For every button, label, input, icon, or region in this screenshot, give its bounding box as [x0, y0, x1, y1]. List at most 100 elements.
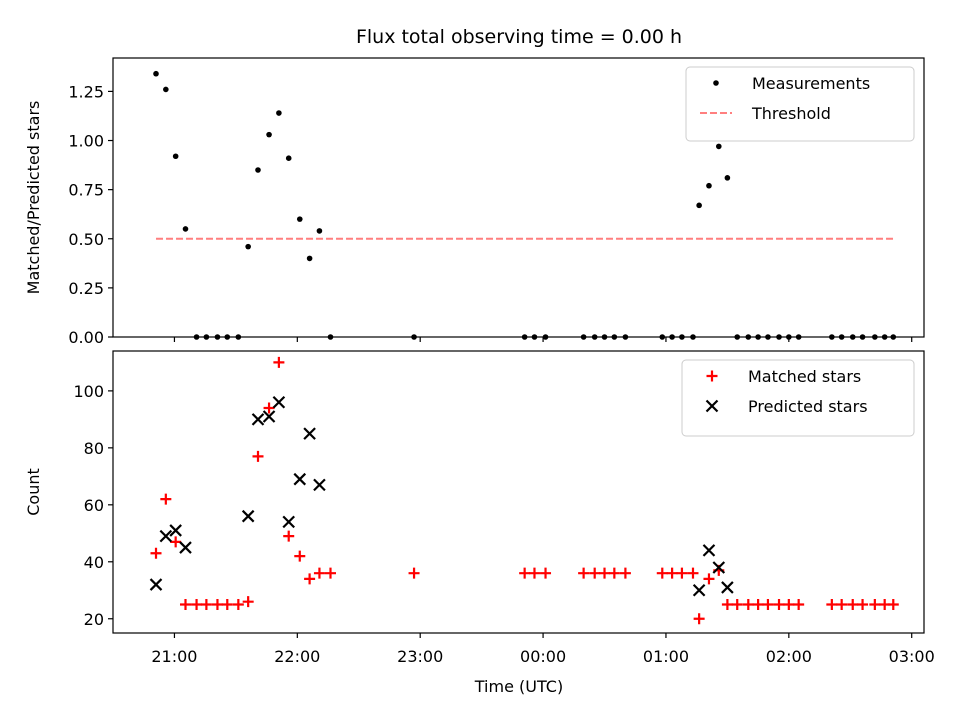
legend-box: [681, 359, 915, 437]
data-point-plus-32: [703, 573, 715, 585]
data-point-plus-45: [857, 599, 869, 611]
data-point-plus-1: [160, 493, 172, 505]
y-axis-label: Matched/Predicted stars: [24, 101, 43, 295]
legend-marker: [706, 370, 718, 382]
series-plus-1-0: [150, 356, 899, 625]
legend-label: Predicted stars: [748, 397, 868, 416]
data-point-x-3: [179, 541, 192, 554]
data-point-plus-11: [263, 402, 275, 414]
data-point-dot-15: [306, 255, 313, 262]
data-point-plus-18: [408, 567, 420, 579]
x-tick-label: 23:00: [397, 647, 443, 666]
x-tick-label: 02:00: [766, 647, 812, 666]
data-point-plus-39: [773, 599, 785, 611]
data-point-plus-0: [150, 547, 162, 559]
x-tick-label: 00:00: [520, 647, 566, 666]
data-point-plus-48: [887, 599, 899, 611]
bottom-panel: 20 40 60 80 100 Count 21:00 22:00 23:00 00:00 01:0…: [24, 350, 935, 666]
y-tick-label: 0.25: [68, 279, 104, 298]
data-point-plus-29: [676, 567, 688, 579]
data-point-plus-14: [294, 550, 306, 562]
data-point-dot-9: [245, 243, 251, 250]
data-point-x-5: [251, 413, 265, 426]
data-point-plus-10: [252, 450, 264, 462]
data-point-plus-20: [528, 567, 540, 579]
data-point-x-7: [272, 395, 286, 409]
legend-marker: [705, 399, 719, 413]
data-point-plus-7: [221, 599, 233, 611]
x-tick-label: 22:00: [274, 647, 320, 666]
data-point-plus-23: [589, 567, 601, 579]
y-tick-label: 0.50: [68, 230, 104, 249]
legend-marker: [713, 80, 719, 86]
data-point-x-10: [303, 427, 316, 440]
series-dot-0-0: [153, 70, 897, 340]
y-tick-label: 20: [84, 610, 104, 629]
legend: Matched stars Predicted stars: [681, 359, 915, 437]
data-point-dot-34: [724, 175, 731, 181]
data-point-dot-14: [296, 216, 303, 222]
x-tick-label: 03:00: [889, 647, 935, 666]
y-tick-label: 100: [73, 382, 104, 401]
data-point-plus-2: [170, 536, 182, 548]
data-point-dot-13: [285, 155, 292, 162]
data-point-plus-8: [232, 599, 244, 611]
data-point-x-8: [282, 515, 295, 529]
data-point-plus-28: [666, 567, 678, 579]
data-point-plus-25: [608, 567, 620, 579]
legend: Measurements Threshold: [685, 66, 915, 142]
data-point-plus-9: [242, 596, 254, 608]
data-point-plus-46: [869, 599, 881, 611]
data-point-dot-1: [163, 86, 169, 93]
x-tick-label: 01:00: [643, 647, 689, 666]
legend-label: Measurements: [752, 74, 870, 93]
data-point-x-11: [313, 478, 326, 492]
data-point-plus-40: [783, 599, 795, 611]
data-point-plus-44: [847, 599, 859, 611]
y-tick-label: 0.75: [68, 181, 104, 200]
data-point-plus-4: [191, 599, 203, 611]
data-point-plus-13: [283, 530, 295, 542]
data-point-plus-37: [752, 599, 764, 611]
data-point-plus-17: [324, 567, 336, 579]
legend-box: [685, 66, 915, 142]
data-point-plus-16: [313, 567, 325, 579]
y-tick-label: 0.00: [68, 328, 104, 347]
data-point-plus-12: [273, 356, 285, 368]
data-point-plus-22: [578, 567, 590, 579]
data-point-x-0: [149, 578, 163, 591]
data-point-plus-35: [731, 599, 743, 611]
y-axis-label: Count: [24, 468, 43, 516]
y-tick-label: 1.00: [68, 132, 104, 151]
data-point-plus-41: [793, 599, 805, 611]
data-point-dot-11: [266, 131, 272, 138]
data-point-plus-27: [656, 567, 668, 579]
data-point-plus-36: [742, 599, 754, 611]
x-tick-label: 21:00: [151, 647, 197, 666]
chart-title: Flux total observing time = 0.00 h: [356, 26, 682, 48]
data-point-x-1: [159, 529, 173, 543]
data-point-plus-3: [179, 599, 191, 611]
data-point-plus-31: [693, 613, 705, 625]
data-point-dot-31: [696, 202, 702, 209]
data-point-dot-33: [715, 143, 722, 150]
data-point-x-12: [692, 583, 706, 597]
data-point-plus-6: [211, 599, 223, 611]
series-x-1-1: [149, 395, 734, 597]
data-point-x-13: [702, 544, 716, 557]
plot-frame: [112, 350, 925, 634]
data-point-dot-12: [276, 110, 282, 116]
data-point-plus-34: [721, 599, 733, 611]
data-point-dot-16: [316, 228, 323, 234]
data-point-x-2: [169, 524, 182, 537]
data-point-x-4: [241, 509, 255, 523]
data-point-x-15: [721, 581, 734, 594]
data-point-x-9: [293, 472, 307, 486]
data-point-dot-32: [706, 182, 712, 189]
data-point-dot-3: [182, 226, 189, 232]
data-point-dot-10: [255, 167, 261, 173]
plot-frame: [112, 57, 925, 338]
data-point-x-14: [712, 561, 726, 574]
data-point-plus-30: [687, 567, 699, 579]
